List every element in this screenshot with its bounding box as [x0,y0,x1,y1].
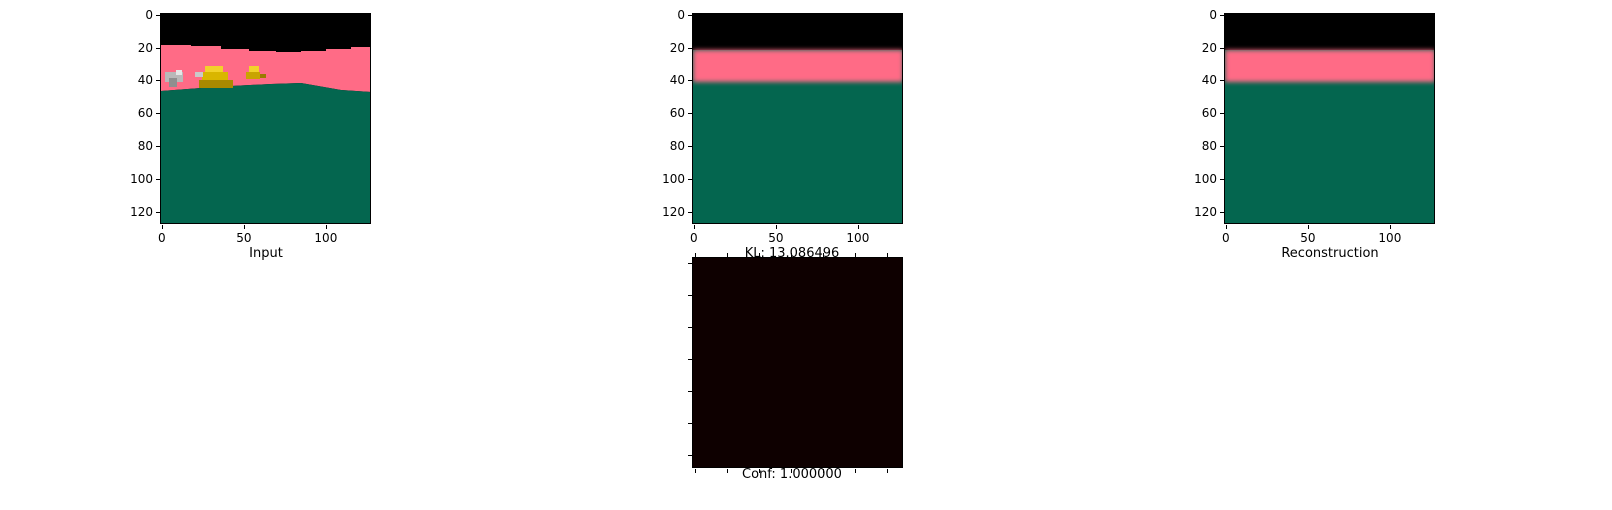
y-tick-label: 80 [1201,139,1217,154]
kl-caption: KL: 13.086496 [744,246,840,261]
input-scene [161,14,371,224]
reconstruction-caption: Reconstruction [1281,246,1379,261]
conf-y-tick-mark [688,455,692,456]
reconstruction-image [1225,14,1435,224]
y-tick-mark [688,80,692,82]
x-tick-label: 100 [1378,231,1402,245]
y-tick-mark [156,146,160,148]
yellow-object-large [195,66,233,88]
x-tick-mark [243,225,245,229]
x-tick-mark [1225,225,1227,229]
y-tick-mark [1220,211,1224,213]
y-tick-label: 60 [669,106,685,121]
y-tick-label: 80 [137,139,153,154]
y-tick-mark [1220,113,1224,115]
y-tick-mark [1220,178,1224,180]
x-tick-label: 100 [314,231,338,245]
y-tick-mark [688,211,692,213]
y-tick-mark [688,146,692,148]
conf-y-tick-mark [688,359,692,360]
y-tick-mark [1220,47,1224,49]
conf-x-tick-mark [855,469,856,473]
confidence-caption: Conf: 1.000000 [742,467,842,482]
y-tick-label: 0 [1209,7,1217,22]
x-tick-mark [325,225,327,229]
y-tick-mark [156,47,160,49]
y-tick-label: 60 [137,106,153,121]
blurred-pink-band [693,50,903,82]
conf-y-tick-mark [688,263,692,264]
conf-x-top-tick-mark [823,253,824,257]
conf-y-tick-mark [688,295,692,296]
conf-x-tick-mark [727,469,728,473]
y-tick-label: 20 [137,40,153,55]
x-tick-label: 50 [768,231,784,245]
x-tick-label: 0 [689,231,698,245]
y-tick-mark [156,113,160,115]
conf-x-top-tick-mark [727,253,728,257]
y-tick-mark [688,47,692,49]
y-tick-label: 100 [130,171,153,186]
y-tick-mark [156,211,160,213]
conf-x-top-tick-mark [855,253,856,257]
conf-x-tick-mark [823,469,824,473]
conf-x-top-tick-mark [759,253,760,257]
conf-y-tick-mark [688,391,692,392]
y-tick-label: 0 [145,7,153,22]
y-tick-label: 0 [677,7,685,22]
input-caption: Input [249,246,283,261]
confidence-image [693,258,903,468]
conf-x-tick-mark [791,469,792,473]
conf-x-tick-mark [695,469,696,473]
y-tick-mark [156,80,160,82]
x-tick-label: 50 [236,231,252,245]
conf-y-tick-mark [688,327,692,328]
x-tick-mark [693,225,695,229]
x-tick-mark [1389,225,1391,229]
y-tick-label: 100 [1194,171,1217,186]
y-tick-mark [156,14,160,16]
kl-image [693,14,903,224]
x-tick-mark [1307,225,1309,229]
x-tick-mark [857,225,859,229]
y-tick-label: 100 [662,171,685,186]
ground-region [161,83,371,224]
y-tick-label: 120 [130,204,153,219]
y-tick-label: 120 [1194,204,1217,219]
conf-x-top-tick-mark [887,253,888,257]
reconstruction-scene [1225,14,1435,224]
y-tick-label: 20 [1201,40,1217,55]
y-tick-label: 40 [1201,73,1217,88]
x-tick-label: 100 [846,231,870,245]
y-tick-label: 20 [669,40,685,55]
y-tick-mark [1220,14,1224,16]
y-tick-label: 40 [669,73,685,88]
y-tick-label: 120 [662,204,685,219]
x-tick-mark [161,225,163,229]
y-tick-mark [156,178,160,180]
y-tick-mark [1220,146,1224,148]
y-tick-label: 80 [669,139,685,154]
input-image [161,14,371,224]
x-tick-label: 50 [1300,231,1316,245]
y-tick-mark [688,113,692,115]
yellow-object-small [246,66,266,79]
conf-y-tick-mark [688,423,692,424]
y-tick-label: 40 [137,73,153,88]
y-tick-mark [688,14,692,16]
x-tick-mark [775,225,777,229]
conf-x-tick-mark [887,469,888,473]
blurred-pink-band [1225,50,1435,82]
y-tick-mark [1220,80,1224,82]
y-tick-label: 60 [1201,106,1217,121]
y-tick-mark [688,178,692,180]
kl-scene [693,14,903,224]
x-tick-label: 0 [157,231,166,245]
x-tick-label: 0 [1221,231,1230,245]
conf-x-top-tick-mark [695,253,696,257]
conf-x-tick-mark [759,469,760,473]
grey-creature [165,70,183,87]
conf-x-top-tick-mark [791,253,792,257]
